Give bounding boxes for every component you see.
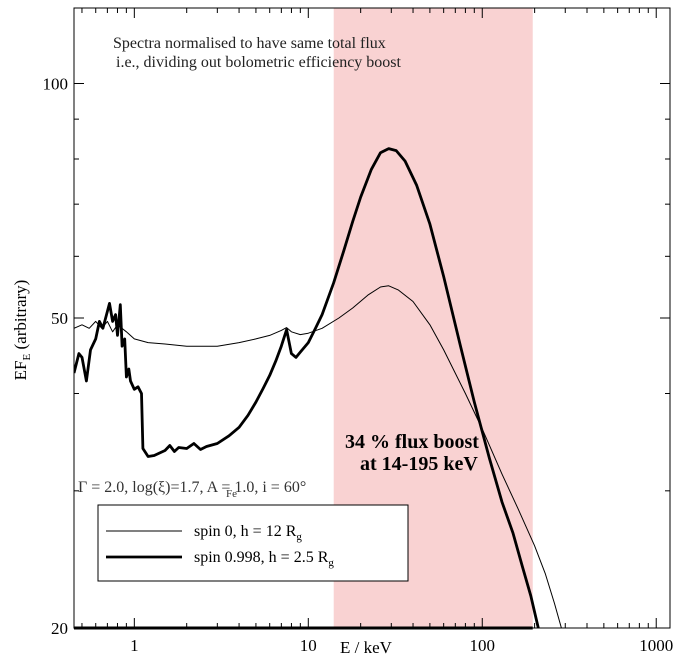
y-axis-title: EFE (arbitrary) <box>11 280 33 381</box>
model-parameters-subscript: Fe <box>226 488 237 500</box>
y-tick-label: 50 <box>51 309 68 328</box>
annotation-line-2: i.e., dividing out bolometric efficiency… <box>116 54 402 71</box>
x-tick-label: 1000 <box>639 636 673 655</box>
x-tick-label: 10 <box>300 636 317 655</box>
legend-label-spin-0: spin 0, h = 12 Rg <box>194 523 302 543</box>
series-layer <box>74 147 562 628</box>
series-line-spin-0998 <box>74 147 540 628</box>
flux-boost-line-1: 34 % flux boost <box>345 431 479 453</box>
series-line-spin-0 <box>74 285 562 628</box>
model-parameters: Γ = 2.0, log(ξ)=1.7, A = 1.0, i = 60° <box>78 479 306 496</box>
x-axis-title: E / keV <box>340 638 393 657</box>
legend: spin 0, h = 12 Rg spin 0.998, h = 2.5 Rg <box>97 504 409 582</box>
legend-box <box>97 504 409 582</box>
annotation-line-1: Spectra normalised to have same total fl… <box>113 35 386 52</box>
legend-label-spin-0998: spin 0.998, h = 2.5 Rg <box>194 549 334 569</box>
x-tick-label: 1 <box>130 636 139 655</box>
svg-text:EFE (arbitrary): EFE (arbitrary) <box>11 280 33 381</box>
y-tick-label: 20 <box>51 619 68 638</box>
x-tick-label: 100 <box>470 636 496 655</box>
flux-boost-line-2: at 14-195 keV <box>360 453 478 475</box>
y-tick-label: 100 <box>43 74 69 93</box>
plot-frame <box>73 7 671 629</box>
